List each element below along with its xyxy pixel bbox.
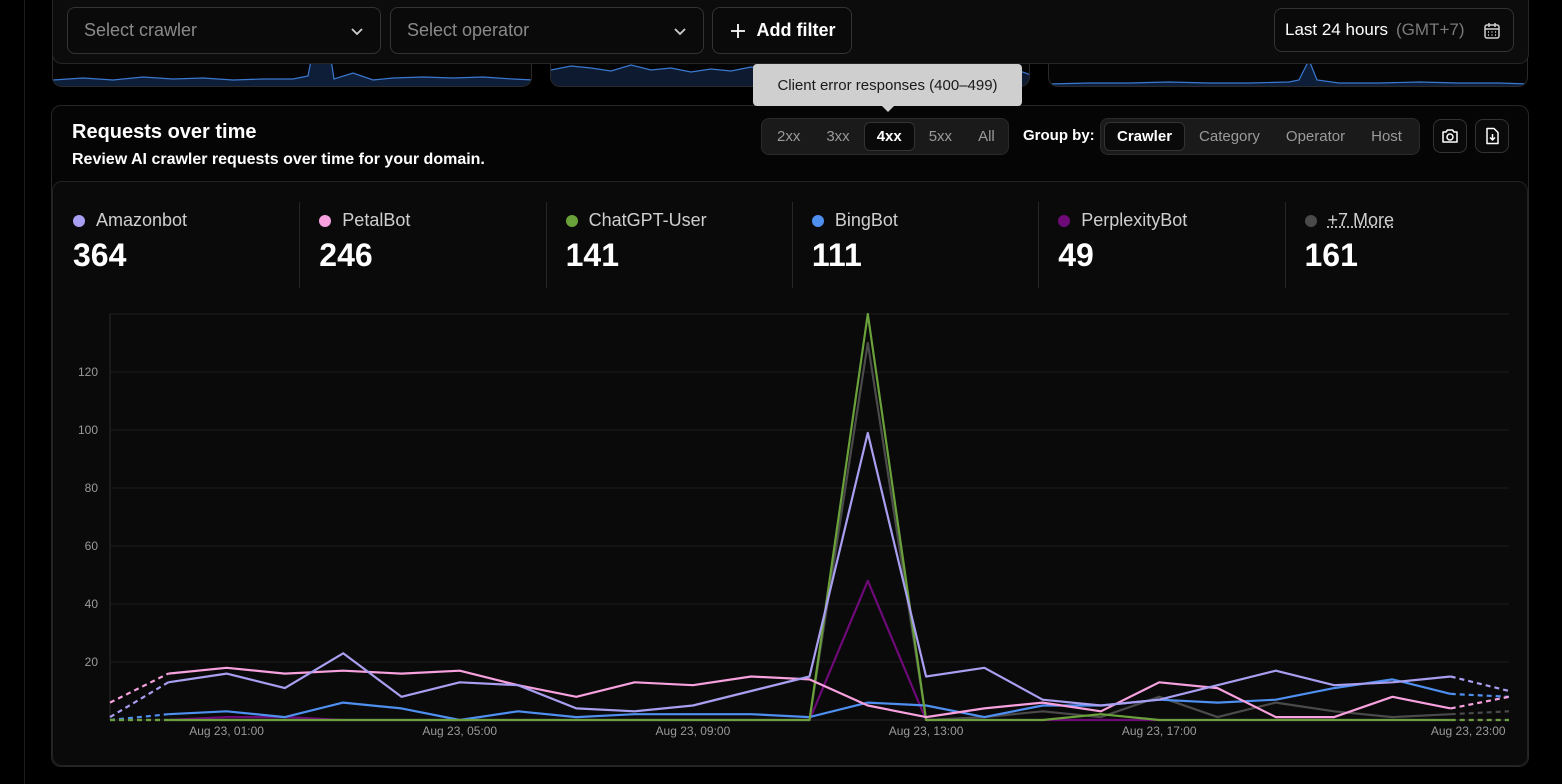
series-line [168, 666, 1451, 719]
y-tick-label: 120 [78, 365, 98, 379]
series-line-dashed [1450, 692, 1510, 698]
series-line [168, 341, 1451, 722]
legend-item[interactable]: PetalBot 246 [299, 202, 565, 288]
legend-value: 141 [565, 237, 619, 273]
legend-item[interactable]: ChatGPT-User 141 [545, 202, 812, 288]
legend-name: Amazonbot [96, 210, 188, 230]
legend-color-dot [73, 215, 85, 227]
chevron-down-icon [351, 28, 363, 36]
requests-over-time-panel: Requests over time Review AI crawler req… [51, 105, 1529, 767]
tab-2xx[interactable]: 2xx [777, 128, 801, 145]
legend-divider [545, 202, 547, 288]
legend-name: BingBot [834, 210, 898, 230]
status-tooltip: Client error responses (400–499) [753, 64, 1022, 112]
tab-all[interactable]: All [978, 128, 995, 145]
legend-divider [791, 202, 793, 288]
download-button[interactable] [1475, 119, 1509, 153]
crawler-select[interactable]: Select crawler [67, 7, 381, 54]
legend-value: 49 [1058, 237, 1094, 273]
series-line-dashed [1450, 710, 1510, 716]
date-range-label: Last 24 hours [1285, 20, 1389, 39]
tab-4xx[interactable]: 4xx [863, 122, 915, 151]
panel-title: Requests over time [72, 121, 257, 143]
sparkline-chart [1049, 58, 1527, 86]
operator-select[interactable]: Select operator [390, 7, 704, 54]
series-line-dashed [1450, 675, 1510, 693]
x-tick-label: Aug 23, 01:00 [189, 724, 264, 738]
x-tick-label: Aug 23, 05:00 [422, 724, 497, 738]
status-code-tabs: 2xx 3xx 4xx 5xx All [761, 118, 1009, 155]
add-filter-button[interactable]: Add filter [712, 7, 852, 54]
legend-value: 161 [1304, 237, 1358, 273]
legend-item[interactable]: +7 More 161 [1284, 202, 1551, 288]
timezone-label: (GMT+7) [1396, 20, 1465, 39]
legend-value: 246 [319, 237, 373, 273]
y-tick-label: 80 [85, 481, 99, 495]
tab-host[interactable]: Host [1371, 128, 1402, 145]
group-by-label: Group by: [1023, 127, 1095, 144]
legend-name: PetalBot [342, 210, 411, 230]
page-border [24, 0, 25, 784]
calendar-icon [1484, 23, 1500, 39]
legend-name: ChatGPT-User [588, 210, 707, 230]
legend-name: PerplexityBot [1081, 210, 1188, 230]
panel-subtitle: Review AI crawler requests over time for… [72, 151, 485, 168]
legend-item[interactable]: PerplexityBot 49 [1038, 202, 1304, 288]
line-chart: 20 40 60 80 100 120 Aug 23, 01:00 Aug 23, 05:00… [78, 312, 1510, 738]
tab-crawler[interactable]: Crawler [1104, 122, 1186, 151]
legend-value: 364 [73, 237, 127, 273]
x-tick-label: Aug 23, 13:00 [889, 724, 964, 738]
tab-3xx[interactable]: 3xx [826, 128, 850, 145]
chart-container: Amazonbot 364 PetalBot 246 ChatGPT-User 141 Bi… [52, 181, 1528, 766]
series-line-dashed [109, 672, 169, 704]
screenshot-button[interactable] [1433, 119, 1467, 153]
series-line [168, 579, 1451, 722]
crawler-select-placeholder: Select crawler [84, 20, 198, 40]
legend-color-dot [319, 215, 332, 227]
series-line [168, 431, 1451, 713]
tab-operator[interactable]: Operator [1285, 128, 1346, 145]
legend-item[interactable]: Amazonbot 364 [73, 202, 319, 288]
operator-select-placeholder: Select operator [407, 20, 530, 40]
sparkline-chart [53, 40, 531, 86]
chevron-down-icon [674, 28, 686, 36]
legend-divider [299, 202, 301, 288]
legend-value: 111 [811, 237, 862, 273]
add-filter-label: Add filter [756, 20, 836, 40]
camera-icon [1442, 129, 1458, 143]
x-tick-label: Aug 23, 09:00 [656, 724, 731, 738]
legend-color-dot [1058, 215, 1071, 227]
series-line [168, 312, 1451, 722]
y-tick-label: 40 [85, 597, 99, 611]
legend-divider [1038, 202, 1040, 288]
date-range-picker[interactable]: Last 24 hours (GMT+7) [1274, 8, 1514, 52]
filter-bar: Select crawler Select operator Add filte… [52, 0, 1529, 64]
legend-divider [1284, 202, 1286, 288]
legend-color-dot [1304, 215, 1317, 227]
legend-color-dot [811, 215, 824, 227]
plus-icon [730, 23, 745, 38]
y-tick-label: 100 [78, 423, 98, 437]
legend-item[interactable]: BingBot 111 [791, 202, 1058, 288]
more-crawlers-link[interactable]: +7 More [1327, 210, 1395, 230]
tab-5xx[interactable]: 5xx [928, 128, 953, 145]
x-tick-label: Aug 23, 17:00 [1122, 724, 1197, 738]
tab-category[interactable]: Category [1199, 128, 1260, 145]
x-tick-label: Aug 23, 23:00 [1431, 724, 1506, 738]
series-line-dashed [109, 681, 169, 719]
y-tick-label: 20 [85, 655, 99, 669]
y-tick-label: 60 [85, 539, 99, 553]
group-by-tabs: Crawler Category Operator Host [1100, 118, 1420, 155]
series-line-dashed [1450, 695, 1510, 710]
file-download-icon [1486, 127, 1499, 145]
legend-color-dot [565, 215, 578, 227]
